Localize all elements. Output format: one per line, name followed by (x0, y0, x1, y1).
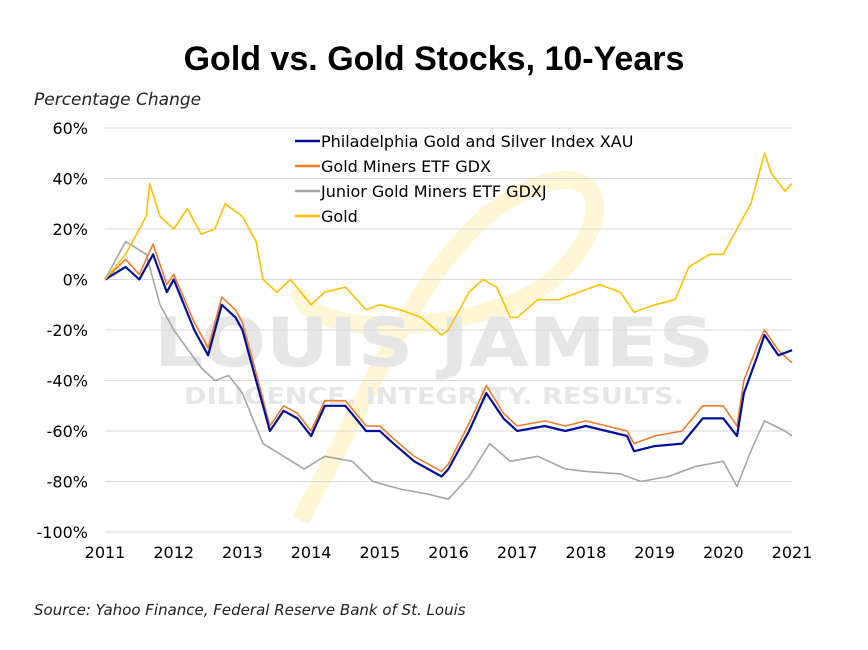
legend-label: Junior Gold Miners ETF GDXJ (320, 182, 547, 201)
x-tick-label: 2016 (428, 543, 469, 562)
y-tick-label: 60% (52, 119, 88, 138)
x-tick-label: 2011 (85, 543, 126, 562)
y-tick-label: -40% (47, 372, 88, 391)
y-tick-label: 0% (63, 271, 88, 290)
x-tick-label: 2018 (566, 543, 607, 562)
x-tick-label: 2012 (153, 543, 194, 562)
chart-title: Gold vs. Gold Stocks, 10-Years (183, 40, 685, 78)
x-tick-label: 2014 (291, 543, 332, 562)
y-tick-label: 40% (52, 170, 88, 189)
y-tick-label: -60% (47, 422, 88, 441)
series-line-gold (104, 152, 793, 336)
legend-label: Gold (321, 207, 358, 226)
y-tick-label: -80% (47, 473, 88, 492)
series-line-philadelphia-gold-and-silver-index-xau (104, 253, 793, 478)
x-tick-label: 2015 (359, 543, 400, 562)
y-tick-label: -100% (36, 523, 88, 542)
x-tick-label: 2017 (497, 543, 538, 562)
series-line-gold-miners-etf-gdx (104, 243, 793, 473)
watermark-script-icon (291, 170, 604, 525)
series-line-junior-gold-miners-etf-gdxj (104, 240, 793, 501)
x-tick-label: 2021 (772, 543, 813, 562)
source-note: Source: Yahoo Finance, Federal Reserve B… (34, 601, 466, 619)
y-tick-label: -20% (47, 321, 88, 340)
legend-label: Gold Miners ETF GDX (321, 157, 491, 176)
watermark-tagline: DILIGENCE. INTEGRITY. RESULTS. (184, 384, 684, 410)
legend-label: Philadelphia Gold and Silver Index XAU (321, 132, 633, 151)
y-tick-label: 20% (52, 220, 88, 239)
y-axis-label: Percentage Change (34, 90, 202, 110)
x-tick-label: 2020 (703, 543, 744, 562)
x-tick-label: 2013 (222, 543, 263, 562)
x-tick-label: 2019 (634, 543, 675, 562)
